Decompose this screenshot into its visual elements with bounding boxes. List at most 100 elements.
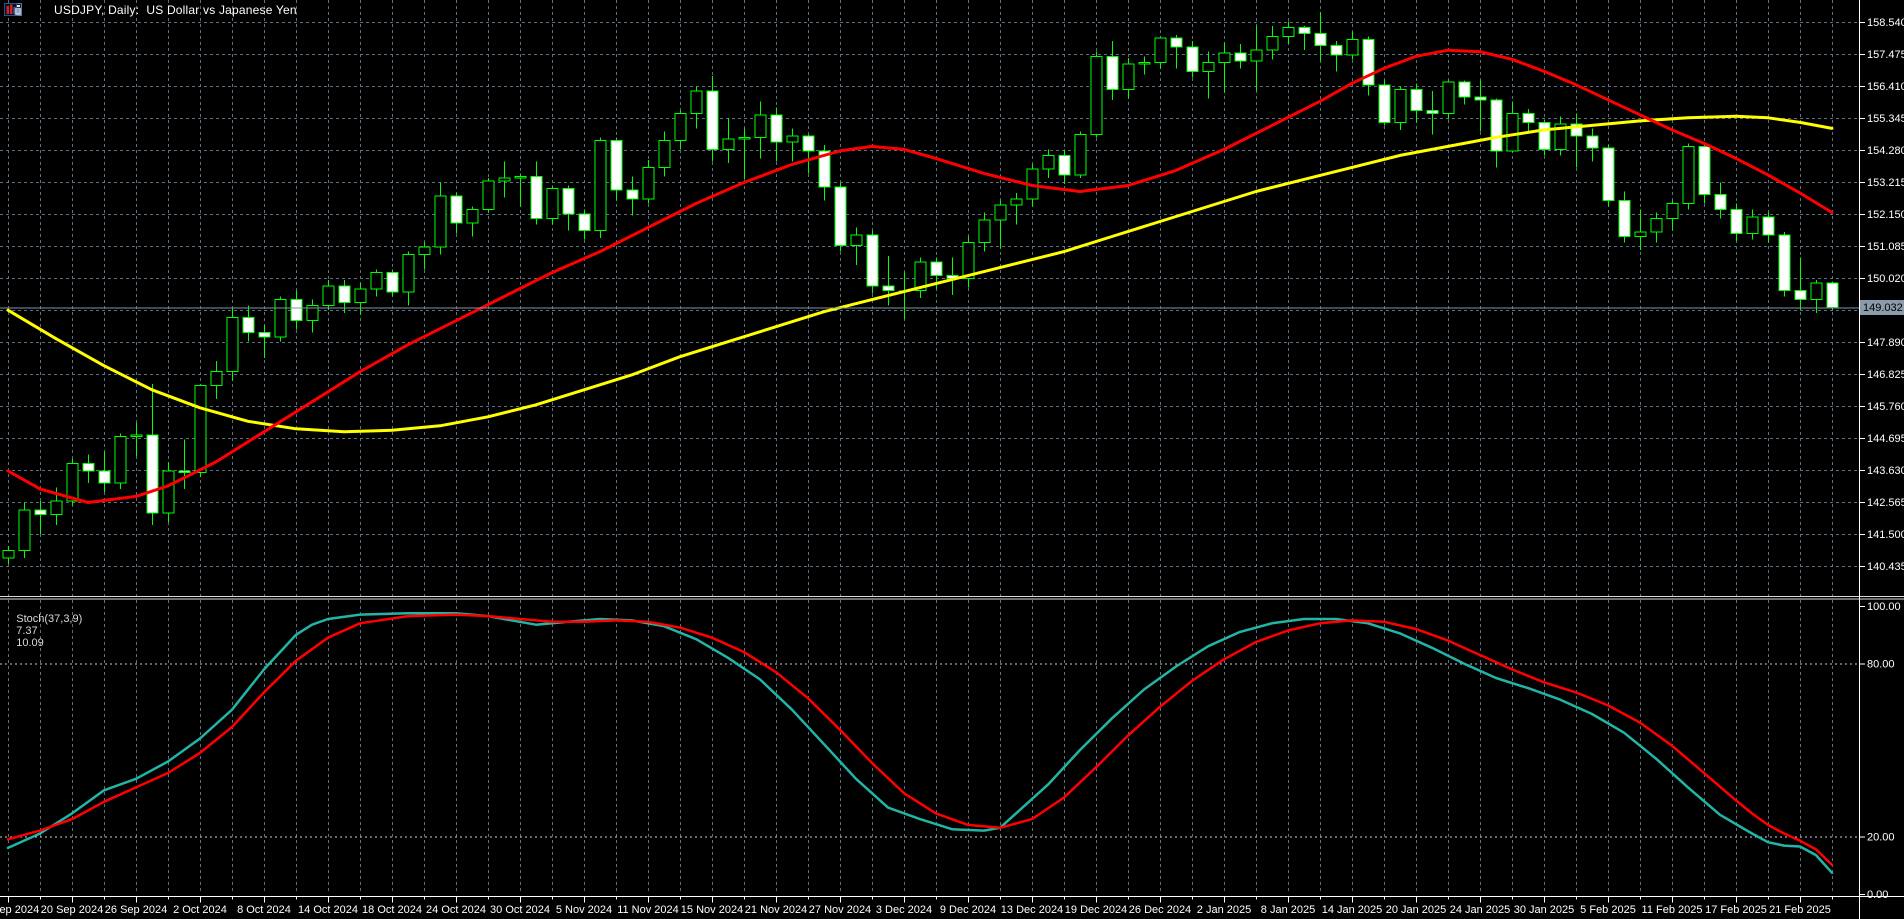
date-axis-label: 26 Dec 2024 <box>1129 904 1191 916</box>
date-axis-label: 11 Nov 2024 <box>617 904 679 916</box>
candle-body <box>1570 123 1583 137</box>
candle-body <box>1490 99 1503 152</box>
candle-body <box>1346 39 1359 56</box>
candle-body <box>1234 52 1247 62</box>
candle-body <box>226 317 239 373</box>
candle-body <box>658 139 671 168</box>
candle-body <box>162 470 175 514</box>
candle-body <box>306 305 319 322</box>
date-axis-label: 8 Jan 2025 <box>1261 904 1315 916</box>
candle-body <box>146 434 159 514</box>
candle-body <box>290 299 303 322</box>
candle-body <box>386 272 399 293</box>
candle-body <box>402 254 415 293</box>
candle-body <box>1074 133 1087 176</box>
date-axis-label: 14 Oct 2024 <box>298 904 358 916</box>
candle-body <box>962 242 975 280</box>
candle-body <box>50 500 63 515</box>
price-axis-label: 141.500 <box>1867 529 1904 541</box>
date-axis-label: 11 Feb 2025 <box>1642 904 1703 916</box>
candle-body <box>1778 234 1791 292</box>
candle-body <box>370 272 383 290</box>
candle-body <box>1666 202 1679 220</box>
date-axis-label: 13 Dec 2024 <box>1001 904 1063 916</box>
candle-body <box>1794 290 1807 301</box>
candle-body <box>786 135 799 143</box>
candle-body <box>850 234 863 247</box>
candle-body <box>1090 55 1103 135</box>
stoch-axis: 100.00 80.00 20.00 0.00 <box>1859 601 1901 901</box>
date-axis-label: 30 Jan 2025 <box>1514 904 1575 916</box>
candle-body <box>210 371 223 386</box>
candle-body <box>1410 88 1423 111</box>
date-axis-label: 19 Dec 2024 <box>1065 904 1127 916</box>
candle-body <box>930 261 943 277</box>
candle-body <box>530 175 543 220</box>
price-axis-label: 151.085 <box>1867 241 1904 253</box>
stochastic-signal-value: 10.09 <box>16 637 44 649</box>
ma-slow-yellow-line <box>6 114 1834 434</box>
candle-body <box>1650 218 1663 233</box>
candle-body <box>130 434 143 437</box>
price-axis-label: 146.825 <box>1867 369 1904 381</box>
date-axis-label: 26 Sep 2024 <box>105 904 167 916</box>
bid-price-badge: 149.032 <box>1860 300 1904 315</box>
candle-body <box>322 285 335 307</box>
candle-body <box>1474 96 1487 101</box>
stochastic-main-value: 7.37 <box>16 625 38 637</box>
stoch-axis-label: 0.00 <box>1867 889 1888 901</box>
price-axis-label: 144.695 <box>1867 433 1904 445</box>
candle-body <box>994 204 1007 221</box>
candle-body <box>770 114 783 143</box>
candle-body <box>178 470 191 473</box>
candle-body <box>258 332 271 338</box>
candle-body <box>418 246 431 256</box>
candle-body <box>274 299 287 338</box>
grid-lines <box>0 0 1859 894</box>
candle-body <box>1314 33 1327 47</box>
date-axis-label: 21 Nov 2024 <box>745 904 807 916</box>
candle-body <box>354 288 367 304</box>
candle-body <box>498 177 511 182</box>
candle-body <box>722 138 735 150</box>
price-axis-label: 155.345 <box>1867 113 1904 125</box>
candle-body <box>1106 55 1119 90</box>
price-axis-label: 158.540 <box>1867 17 1904 29</box>
candle-body <box>978 219 991 244</box>
stoch-signal-line <box>6 613 1834 867</box>
candle-body <box>738 136 751 140</box>
candle-body <box>1714 193 1727 210</box>
candle-body <box>1442 81 1455 114</box>
date-axis-label: 27 Nov 2024 <box>809 904 871 916</box>
candle-body <box>1010 198 1023 206</box>
candle-body <box>1426 109 1439 114</box>
date-axis-label: 3 Dec 2024 <box>876 904 932 916</box>
candle-body <box>914 261 927 292</box>
candle-body <box>338 285 351 304</box>
date-axis-label: 20 Jan 2025 <box>1386 904 1447 916</box>
candle-body <box>818 150 831 188</box>
candle-body <box>1250 49 1263 62</box>
candle-body <box>578 213 591 232</box>
price-axis-label: 147.890 <box>1867 337 1904 349</box>
stoch-axis-label: 20.00 <box>1867 831 1895 843</box>
candle-body <box>434 195 447 248</box>
candle-body <box>450 195 463 224</box>
candle-body <box>1586 135 1599 149</box>
chart-title: USDJPY, Daily: US Dollar vs Japanese Yen <box>54 3 297 17</box>
price-axis-label: 156.410 <box>1867 81 1904 93</box>
date-axis-label: 5 Nov 2024 <box>556 904 612 916</box>
date-axis-label: 20 Sep 2024 <box>41 904 103 916</box>
candle-body <box>1298 27 1311 35</box>
candle-body <box>1138 61 1151 65</box>
stochastic-label: Stoch(37,3,9) 7.37 10.09 <box>4 601 88 661</box>
candle-body <box>1634 231 1647 238</box>
date-axis-label: 9 Dec 2024 <box>940 904 996 916</box>
date-axis-label: 5 Feb 2025 <box>1580 904 1636 916</box>
stochastic-name: Stoch(37,3,9) <box>16 613 83 625</box>
